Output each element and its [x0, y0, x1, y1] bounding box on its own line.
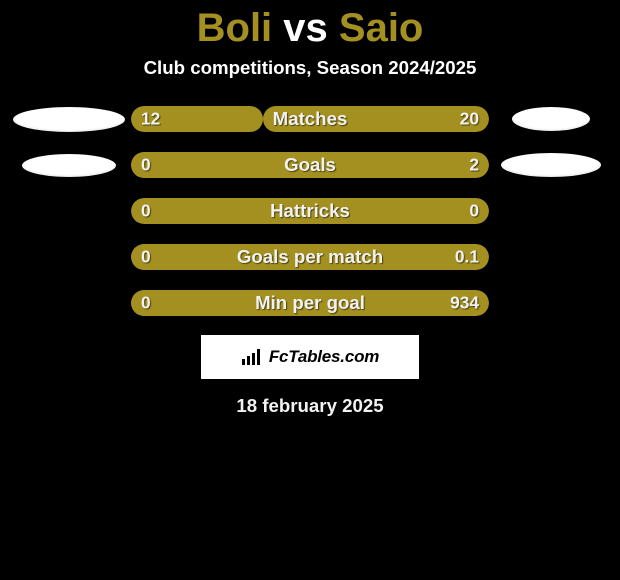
date-text: 18 february 2025 [0, 395, 620, 417]
ellipse-icon [22, 154, 116, 177]
bar-value-left: 0 [141, 293, 151, 314]
comparison-row: 12 20 Matches [8, 105, 612, 133]
row-right-side [490, 153, 612, 177]
title-player2: Saio [339, 6, 423, 50]
bar-value-left: 0 [141, 247, 151, 268]
ellipse-icon [501, 153, 601, 177]
ellipse-icon [512, 107, 590, 131]
comparison-row: 0 0 Hattricks [8, 197, 612, 225]
bar-value-right: 2 [469, 155, 479, 176]
bar-label: Goals [284, 154, 336, 176]
bar-value-left: 0 [141, 201, 151, 222]
brand-box: FcTables.com [201, 335, 419, 379]
bar-value-left: 0 [141, 155, 151, 176]
ellipse-icon [13, 107, 125, 132]
barchart-icon [241, 348, 263, 366]
stat-bar: 12 20 Matches [130, 105, 490, 133]
bar-label: Matches [273, 108, 348, 130]
row-right-side [490, 107, 612, 131]
stat-bar: 0 0 Hattricks [130, 197, 490, 225]
bar-value-right: 934 [450, 293, 479, 314]
row-left-side [8, 154, 130, 177]
row-left-side [8, 107, 130, 132]
comparison-row: 0 2 Goals [8, 151, 612, 179]
stat-bar: 0 0.1 Goals per match [130, 243, 490, 271]
title-vs: vs [272, 6, 339, 50]
bar-label: Goals per match [237, 246, 383, 268]
bar-value-left: 12 [141, 109, 160, 130]
page-title: Boli vs Saio [0, 0, 620, 51]
comparison-rows: 12 20 Matches 0 2 Goals 0 0 Hattricks 0 0.1 Goals p… [0, 105, 620, 317]
brand-text: FcTables.com [269, 347, 379, 367]
bar-value-right: 20 [460, 109, 479, 130]
bar-value-right: 0.1 [455, 247, 479, 268]
page-subtitle: Club competitions, Season 2024/2025 [0, 57, 620, 79]
bar-value-right: 0 [469, 201, 479, 222]
stat-bar: 0 2 Goals [130, 151, 490, 179]
comparison-row: 0 0.1 Goals per match [8, 243, 612, 271]
bar-label: Min per goal [255, 292, 365, 314]
stat-bar: 0 934 Min per goal [130, 289, 490, 317]
bar-label: Hattricks [270, 200, 350, 222]
comparison-row: 0 934 Min per goal [8, 289, 612, 317]
title-player1: Boli [197, 6, 273, 50]
